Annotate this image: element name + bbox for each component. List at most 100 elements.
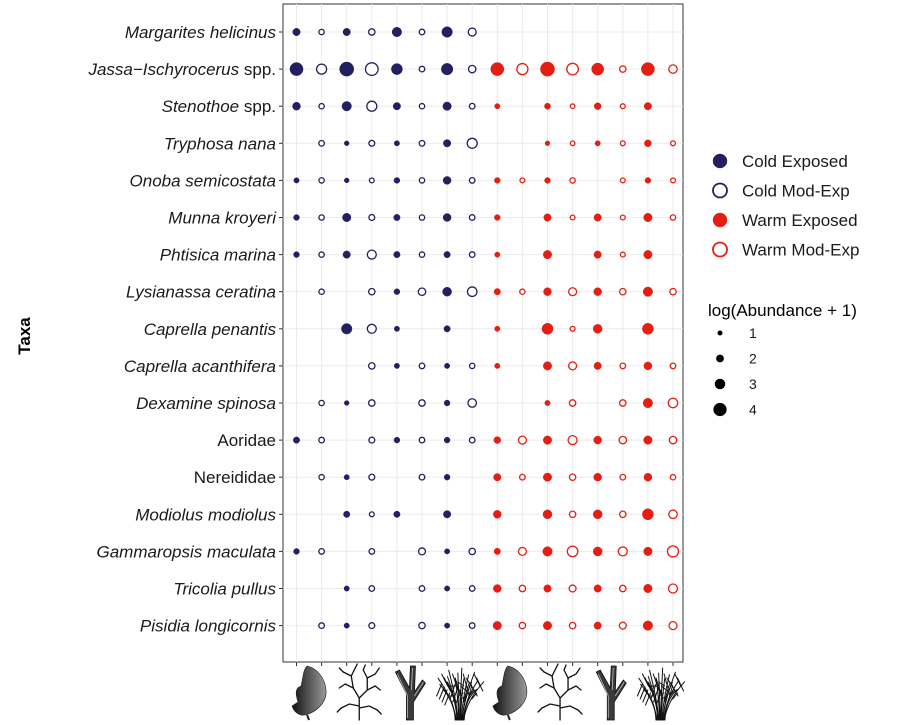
data-point [442, 286, 452, 297]
data-point [669, 214, 677, 221]
data-point [643, 102, 652, 111]
legend-label: Cold Exposed [742, 152, 848, 171]
data-point [318, 288, 325, 296]
data-point [493, 547, 501, 555]
data-point [342, 250, 351, 259]
data-point [568, 621, 577, 630]
data-point [643, 213, 653, 222]
taxon-name-italic: Caprella acanthifera [124, 357, 276, 376]
data-point [494, 177, 501, 184]
data-point [543, 621, 552, 631]
taxon-name-italic: Margarites helicinus [125, 23, 277, 42]
data-point [418, 473, 426, 481]
data-point [669, 287, 677, 296]
data-point [443, 436, 451, 444]
taxon-label: Modiolus modiolus [135, 505, 276, 524]
data-point [542, 509, 553, 520]
branching-habitat-icon [595, 665, 627, 721]
data-point [289, 62, 304, 76]
data-point [393, 510, 401, 518]
data-point [418, 585, 426, 592]
data-point [293, 177, 300, 184]
data-point [619, 473, 627, 481]
data-point [468, 436, 476, 444]
data-point [668, 509, 678, 520]
taxon-name-italic: Modiolus modiolus [135, 505, 276, 524]
data-point [443, 474, 451, 481]
data-point [368, 436, 376, 444]
data-point [494, 362, 501, 369]
data-point [367, 287, 376, 296]
data-point [366, 323, 377, 334]
data-point [568, 584, 577, 593]
data-point [368, 547, 376, 555]
data-point [441, 26, 453, 38]
data-point [368, 511, 375, 518]
data-point [468, 622, 476, 630]
data-point [418, 65, 426, 73]
data-point [318, 436, 326, 444]
data-point [494, 214, 501, 221]
data-point [569, 103, 576, 110]
data-point [343, 585, 350, 592]
size-legend-key [713, 402, 727, 417]
data-point [642, 286, 653, 297]
data-point [569, 177, 576, 184]
data-point [366, 100, 378, 112]
data-point [318, 251, 325, 258]
data-point [493, 510, 502, 519]
data-point [543, 287, 552, 296]
data-point [568, 473, 577, 482]
data-point [443, 251, 451, 259]
data-point [393, 140, 400, 147]
data-point [618, 584, 627, 593]
data-point [293, 251, 300, 258]
data-point [492, 621, 502, 631]
data-point [315, 63, 328, 75]
data-point [567, 434, 578, 446]
data-point [594, 140, 601, 147]
taxon-name-italic: Gammaropsis maculata [96, 542, 276, 561]
size-legend-label: 1 [749, 325, 757, 341]
taxon-name-italic: Pisidia longicornis [140, 617, 277, 636]
data-point [368, 139, 376, 147]
data-point [643, 435, 653, 445]
data-point [494, 103, 501, 110]
data-point [618, 287, 627, 296]
data-point [543, 213, 552, 222]
taxon-label: Dexamine spinosa [136, 394, 276, 413]
data-point [392, 102, 401, 111]
taxon-name-italic: Caprella penantis [144, 320, 277, 339]
data-point [540, 61, 555, 77]
data-point [418, 102, 426, 110]
taxon-label: Caprella acanthifera [124, 357, 276, 376]
data-point [344, 400, 350, 406]
data-point [293, 214, 300, 221]
data-point [594, 102, 602, 110]
taxon-label: Stenothoe spp. [162, 97, 276, 116]
data-point [444, 622, 451, 629]
taxon-name-italic: Stenothoe [162, 97, 240, 116]
data-point [593, 287, 602, 296]
legend-key [712, 182, 728, 199]
data-point [393, 177, 401, 184]
data-point [318, 547, 326, 555]
data-point [391, 27, 402, 37]
data-point [618, 65, 627, 73]
data-point [368, 622, 376, 630]
legend-key [712, 241, 728, 258]
data-point [569, 140, 576, 147]
data-point [617, 546, 628, 557]
data-point [344, 177, 350, 184]
data-point [318, 139, 326, 147]
data-point [518, 584, 527, 593]
data-point [593, 472, 602, 482]
data-point [293, 548, 300, 555]
data-point [468, 585, 476, 592]
data-point [490, 62, 505, 76]
data-point [618, 510, 627, 519]
data-point [442, 176, 452, 185]
plot-panel [282, 3, 684, 663]
legend-size: log(Abundance + 1) 1 2 3 4 [708, 301, 857, 418]
data-point [566, 62, 580, 76]
